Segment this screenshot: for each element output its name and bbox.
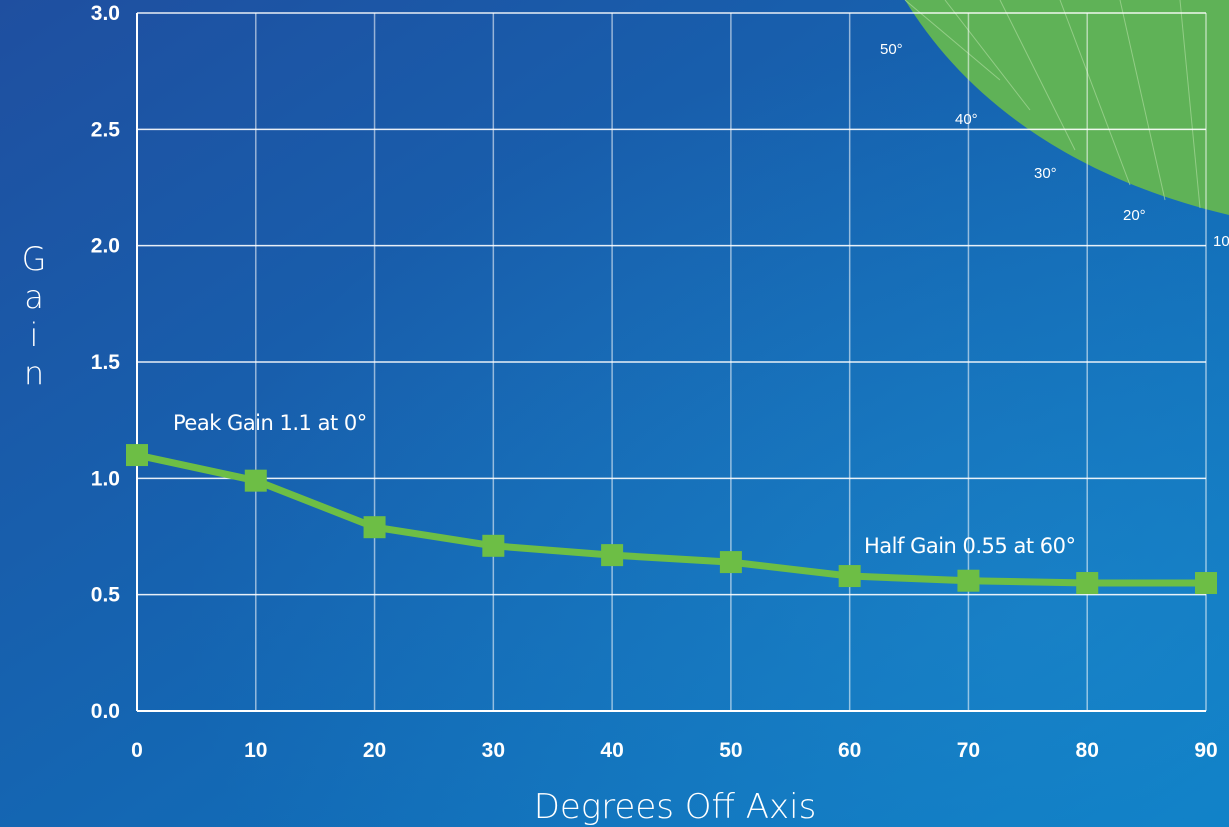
y-tick-label-1.5: 1.5 [91, 351, 121, 374]
x-tick-labels: 0 10 20 30 40 50 60 70 80 90 [131, 739, 1218, 762]
y-tick-label-0.0: 0.0 [91, 700, 120, 723]
y-tick-label-2.0: 2.0 [91, 235, 120, 258]
data-point-80 [1076, 572, 1099, 595]
data-point-60 [838, 565, 861, 588]
data-point-90 [1195, 572, 1217, 595]
y-tick-label-0.5: 0.5 [91, 584, 121, 607]
x-tick-label-40: 40 [600, 739, 623, 762]
data-point-50 [719, 551, 742, 574]
data-point-30 [482, 534, 505, 557]
x-tick-label-30: 30 [482, 739, 505, 762]
data-point-10 [244, 469, 267, 492]
y-tick-label-3.0: 3.0 [91, 2, 120, 25]
x-tick-label-70: 70 [957, 739, 980, 762]
polar-label-40: 40° [955, 111, 978, 128]
x-tick-label-80: 80 [1076, 739, 1099, 762]
chart-axes [136, 13, 1206, 712]
x-tick-label-60: 60 [838, 739, 861, 762]
data-point-20 [363, 516, 386, 539]
y-tick-label-2.5: 2.5 [91, 118, 121, 141]
polar-diagram-line-4 [1119, 0, 1166, 201]
polar-label-10: 10 [1213, 233, 1229, 250]
x-tick-label-10: 10 [244, 739, 267, 762]
series-line-0 [133, 451, 1210, 587]
polar-diagram-lines [904, 0, 1201, 209]
polar-diagram-line-2 [999, 0, 1076, 151]
x-axis-title: Degrees Off Axis [534, 787, 817, 827]
polar-label-30: 30° [1034, 165, 1057, 182]
polar-diagram-line-1 [944, 0, 1031, 111]
x-tick-label-50: 50 [719, 739, 742, 762]
data-point-40 [601, 544, 624, 567]
y-tick-label-1.0: 1.0 [91, 467, 120, 490]
polar-diagram: 50° 40° 30° 20° 10 [880, 0, 1229, 250]
series-group [126, 444, 1217, 595]
annotation-peak-gain: Peak Gain 1.1 at 0° [173, 411, 367, 435]
polar-label-20: 20° [1123, 207, 1146, 224]
data-point-0 [126, 444, 148, 467]
polar-diagram-line-3 [1059, 0, 1131, 186]
annotations-group: Peak Gain 1.1 at 0° Half Gain 0.55 at 60° [173, 411, 1076, 558]
x-tick-label-0: 0 [131, 739, 143, 762]
x-tick-label-20: 20 [363, 739, 386, 762]
x-tick-label-90: 90 [1194, 739, 1217, 762]
polar-diagram-line-5 [1179, 0, 1201, 209]
y-tick-labels: 0.0 0.5 1.0 1.5 2.0 2.5 3.0 [91, 2, 121, 723]
data-point-70 [957, 569, 980, 592]
annotation-half-gain: Half Gain 0.55 at 60° [864, 534, 1075, 558]
polar-label-50: 50° [880, 41, 903, 58]
